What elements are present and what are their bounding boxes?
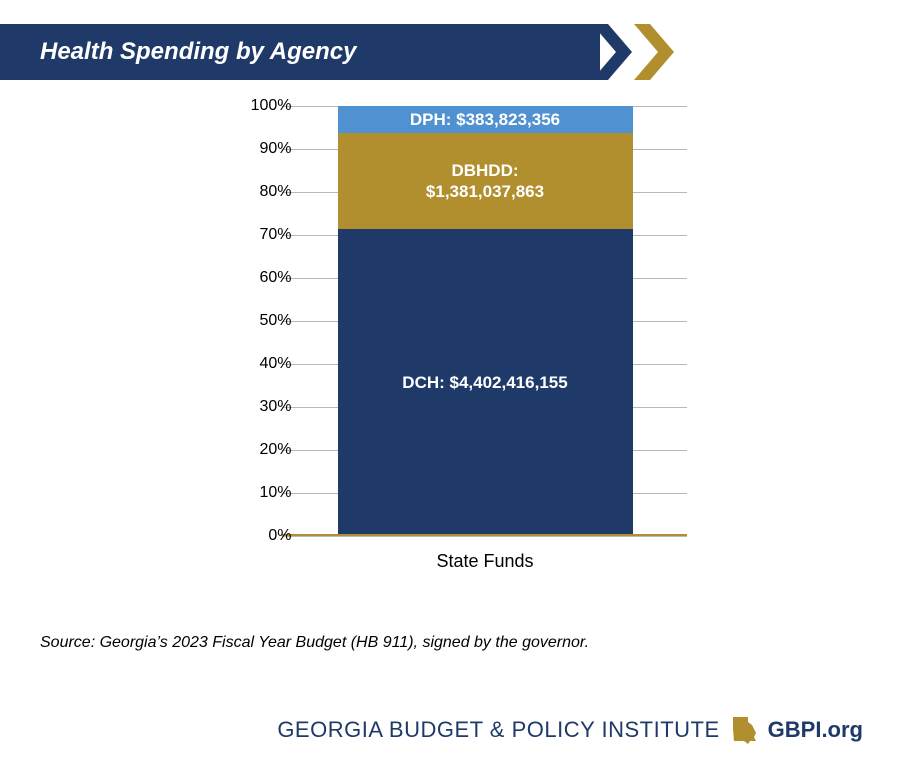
bar-segment-dph: DPH: $383,823,356 [338,106,633,133]
title-banner-row: Health Spending by Agency [0,24,903,80]
bar-segment-dch: DCH: $4,402,416,155 [338,229,633,536]
bar-stack: State Funds DCH: $4,402,416,155DBHDD:$1,… [338,106,633,536]
org-url: GBPI.org [768,717,863,743]
baseline [282,534,687,536]
segment-label: DCH: $4,402,416,155 [402,372,567,393]
y-tick-label: 70% [222,226,292,244]
x-axis-label: State Funds [338,551,633,572]
segment-label: DBHDD: [451,160,518,181]
georgia-state-icon [730,715,758,745]
y-tick-label: 90% [222,140,292,158]
footer: GEORGIA BUDGET & POLICY INSTITUTE GBPI.o… [277,715,863,745]
chevron-group [592,24,676,80]
y-tick-label: 40% [222,355,292,373]
plot-region: State Funds DCH: $4,402,416,155DBHDD:$1,… [282,106,687,536]
y-tick-label: 80% [222,183,292,201]
gridline [282,536,687,537]
chevron-icon [592,24,634,80]
y-tick-label: 60% [222,269,292,287]
segment-label: $1,381,037,863 [426,181,544,202]
y-tick-label: 20% [222,441,292,459]
y-tick-label: 50% [222,312,292,330]
y-tick-label: 10% [222,484,292,502]
source-note: Source: Georgia’s 2023 Fiscal Year Budge… [40,634,589,652]
title-banner: Health Spending by Agency [0,24,600,80]
chevron-icon [634,24,676,80]
segment-label: DPH: $383,823,356 [410,109,560,130]
org-name: GEORGIA BUDGET & POLICY INSTITUTE [277,717,719,743]
y-tick-label: 30% [222,398,292,416]
chart-area: State Funds DCH: $4,402,416,155 DBHDD:$1,… [192,98,712,588]
y-tick-label: 100% [222,97,292,115]
bar-segment-dbhdd: DBHDD:$1,381,037,863 [338,133,633,229]
title-text: Health Spending by Agency [40,38,357,65]
y-tick-label: 0% [222,527,292,545]
